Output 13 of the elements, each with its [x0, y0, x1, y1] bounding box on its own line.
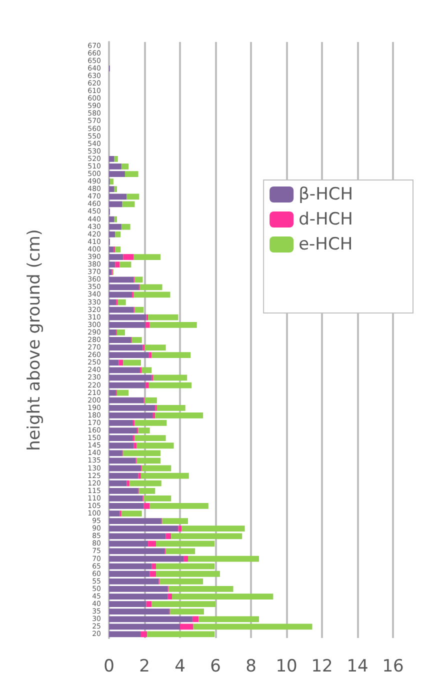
x-tick-label: 2 [139, 656, 150, 676]
x-tick-label: 4 [174, 656, 186, 676]
x-tick-label: 14 [346, 656, 368, 676]
x-tick-label: 8 [246, 656, 256, 676]
x-tick-label: 0 [104, 656, 114, 676]
x-tick-label: 6 [210, 656, 221, 676]
x-tick-label: 16 [382, 656, 404, 676]
x-tick-label: 12 [311, 656, 333, 676]
legend-label: d-HCH [298, 210, 353, 230]
x-tick-label: 10 [276, 656, 298, 676]
legend-label: e-HCH [298, 234, 353, 254]
y-axis-title: height above ground (cm) [24, 229, 44, 451]
legend-label: β-HCH [298, 184, 353, 204]
